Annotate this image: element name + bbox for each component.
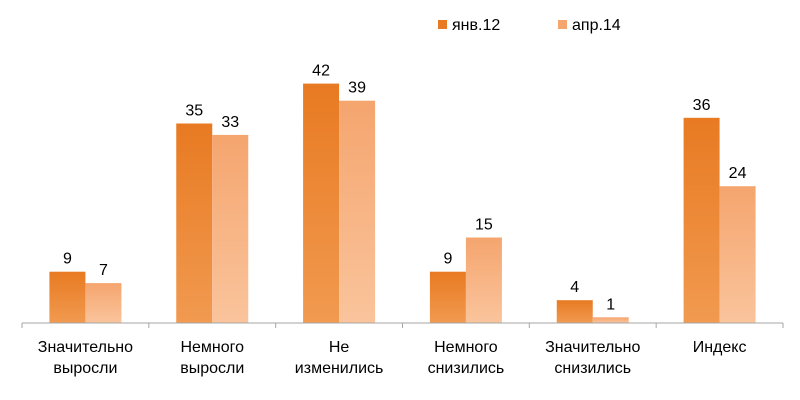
bar-jan12 [303,83,340,323]
x-tick-label: Индекс [693,339,747,356]
data-label: 39 [348,80,366,97]
x-tick-label: выросли [53,360,117,377]
x-tick-label: снизились [428,360,505,377]
bar-jan12 [556,300,593,323]
bar-apr14 [592,317,629,323]
data-label: 33 [221,114,239,131]
bar-apr14 [339,100,376,323]
x-tick-label: выросли [180,360,244,377]
bar-apr14 [719,186,756,323]
x-tick-label: Значительно [545,339,640,356]
data-label: 35 [185,103,203,120]
legend-label: янв.12 [452,17,500,34]
bar-jan12 [176,123,213,323]
legend-swatch [438,20,447,29]
data-label: 9 [63,251,72,268]
x-tick-label: изменились [295,360,384,377]
x-tick-label: Немного [434,339,498,356]
data-label: 4 [570,279,579,296]
data-label: 7 [99,262,108,279]
bar-apr14 [85,283,122,323]
x-tick-label: Немного [180,339,244,356]
bar-apr14 [212,134,249,323]
bar-jan12 [49,271,86,323]
data-label: 1 [606,296,615,313]
x-axis: Значительно выросли Немного выросли Не измени… [21,322,784,377]
bar-jan12 [683,117,720,323]
bar-jan12 [429,271,466,323]
data-label: 15 [475,217,493,234]
legend-swatch [558,20,567,29]
data-label: 36 [693,97,711,114]
legend-label: апр.14 [572,17,621,34]
data-label: 24 [729,165,747,182]
data-label: 9 [443,251,452,268]
data-label: 42 [312,63,330,80]
bar-apr14 [465,237,502,323]
x-tick-label: Значительно [38,339,133,356]
x-tick-label: Не [329,339,350,356]
chart-legend: янв.12 апр.14 [438,17,621,34]
bars-group: 9 7 35 33 42 39 9 15 4 1 36 24 [49,63,756,323]
x-tick-label: снизились [554,360,631,377]
